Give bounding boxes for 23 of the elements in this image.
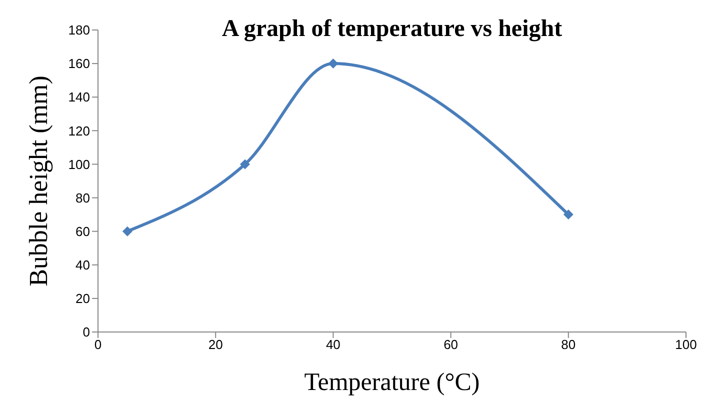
y-tick-label: 20 [76, 291, 90, 306]
x-tick-label: 80 [561, 337, 576, 352]
y-tick-label: 100 [68, 156, 90, 172]
point [328, 58, 338, 69]
y-tick-label: 40 [76, 258, 90, 273]
y-tick-label: 80 [76, 190, 90, 206]
y-tick-label: 160 [68, 56, 90, 72]
x-tick-label: 40 [326, 337, 340, 352]
y-tick-label: 120 [68, 123, 90, 138]
chart-title: A graph of temperature vs height [220, 16, 564, 43]
point [240, 159, 250, 170]
x-tick-label: 100 [675, 337, 697, 352]
y-tick-label: 60 [76, 224, 90, 239]
y-tick-label: 140 [68, 90, 90, 105]
point [563, 210, 574, 220]
x-tick-label: 60 [444, 337, 458, 352]
y-tick-label: 180 [68, 22, 90, 38]
y-axis-title: Bubble height (mm) [24, 76, 54, 286]
point [122, 226, 132, 236]
x-tick-label: 20 [208, 337, 223, 352]
x-axis-title: Temperature (°C) [304, 369, 480, 396]
y-tick-label: 0 [82, 324, 90, 340]
x-tick-label: 0 [94, 337, 102, 352]
